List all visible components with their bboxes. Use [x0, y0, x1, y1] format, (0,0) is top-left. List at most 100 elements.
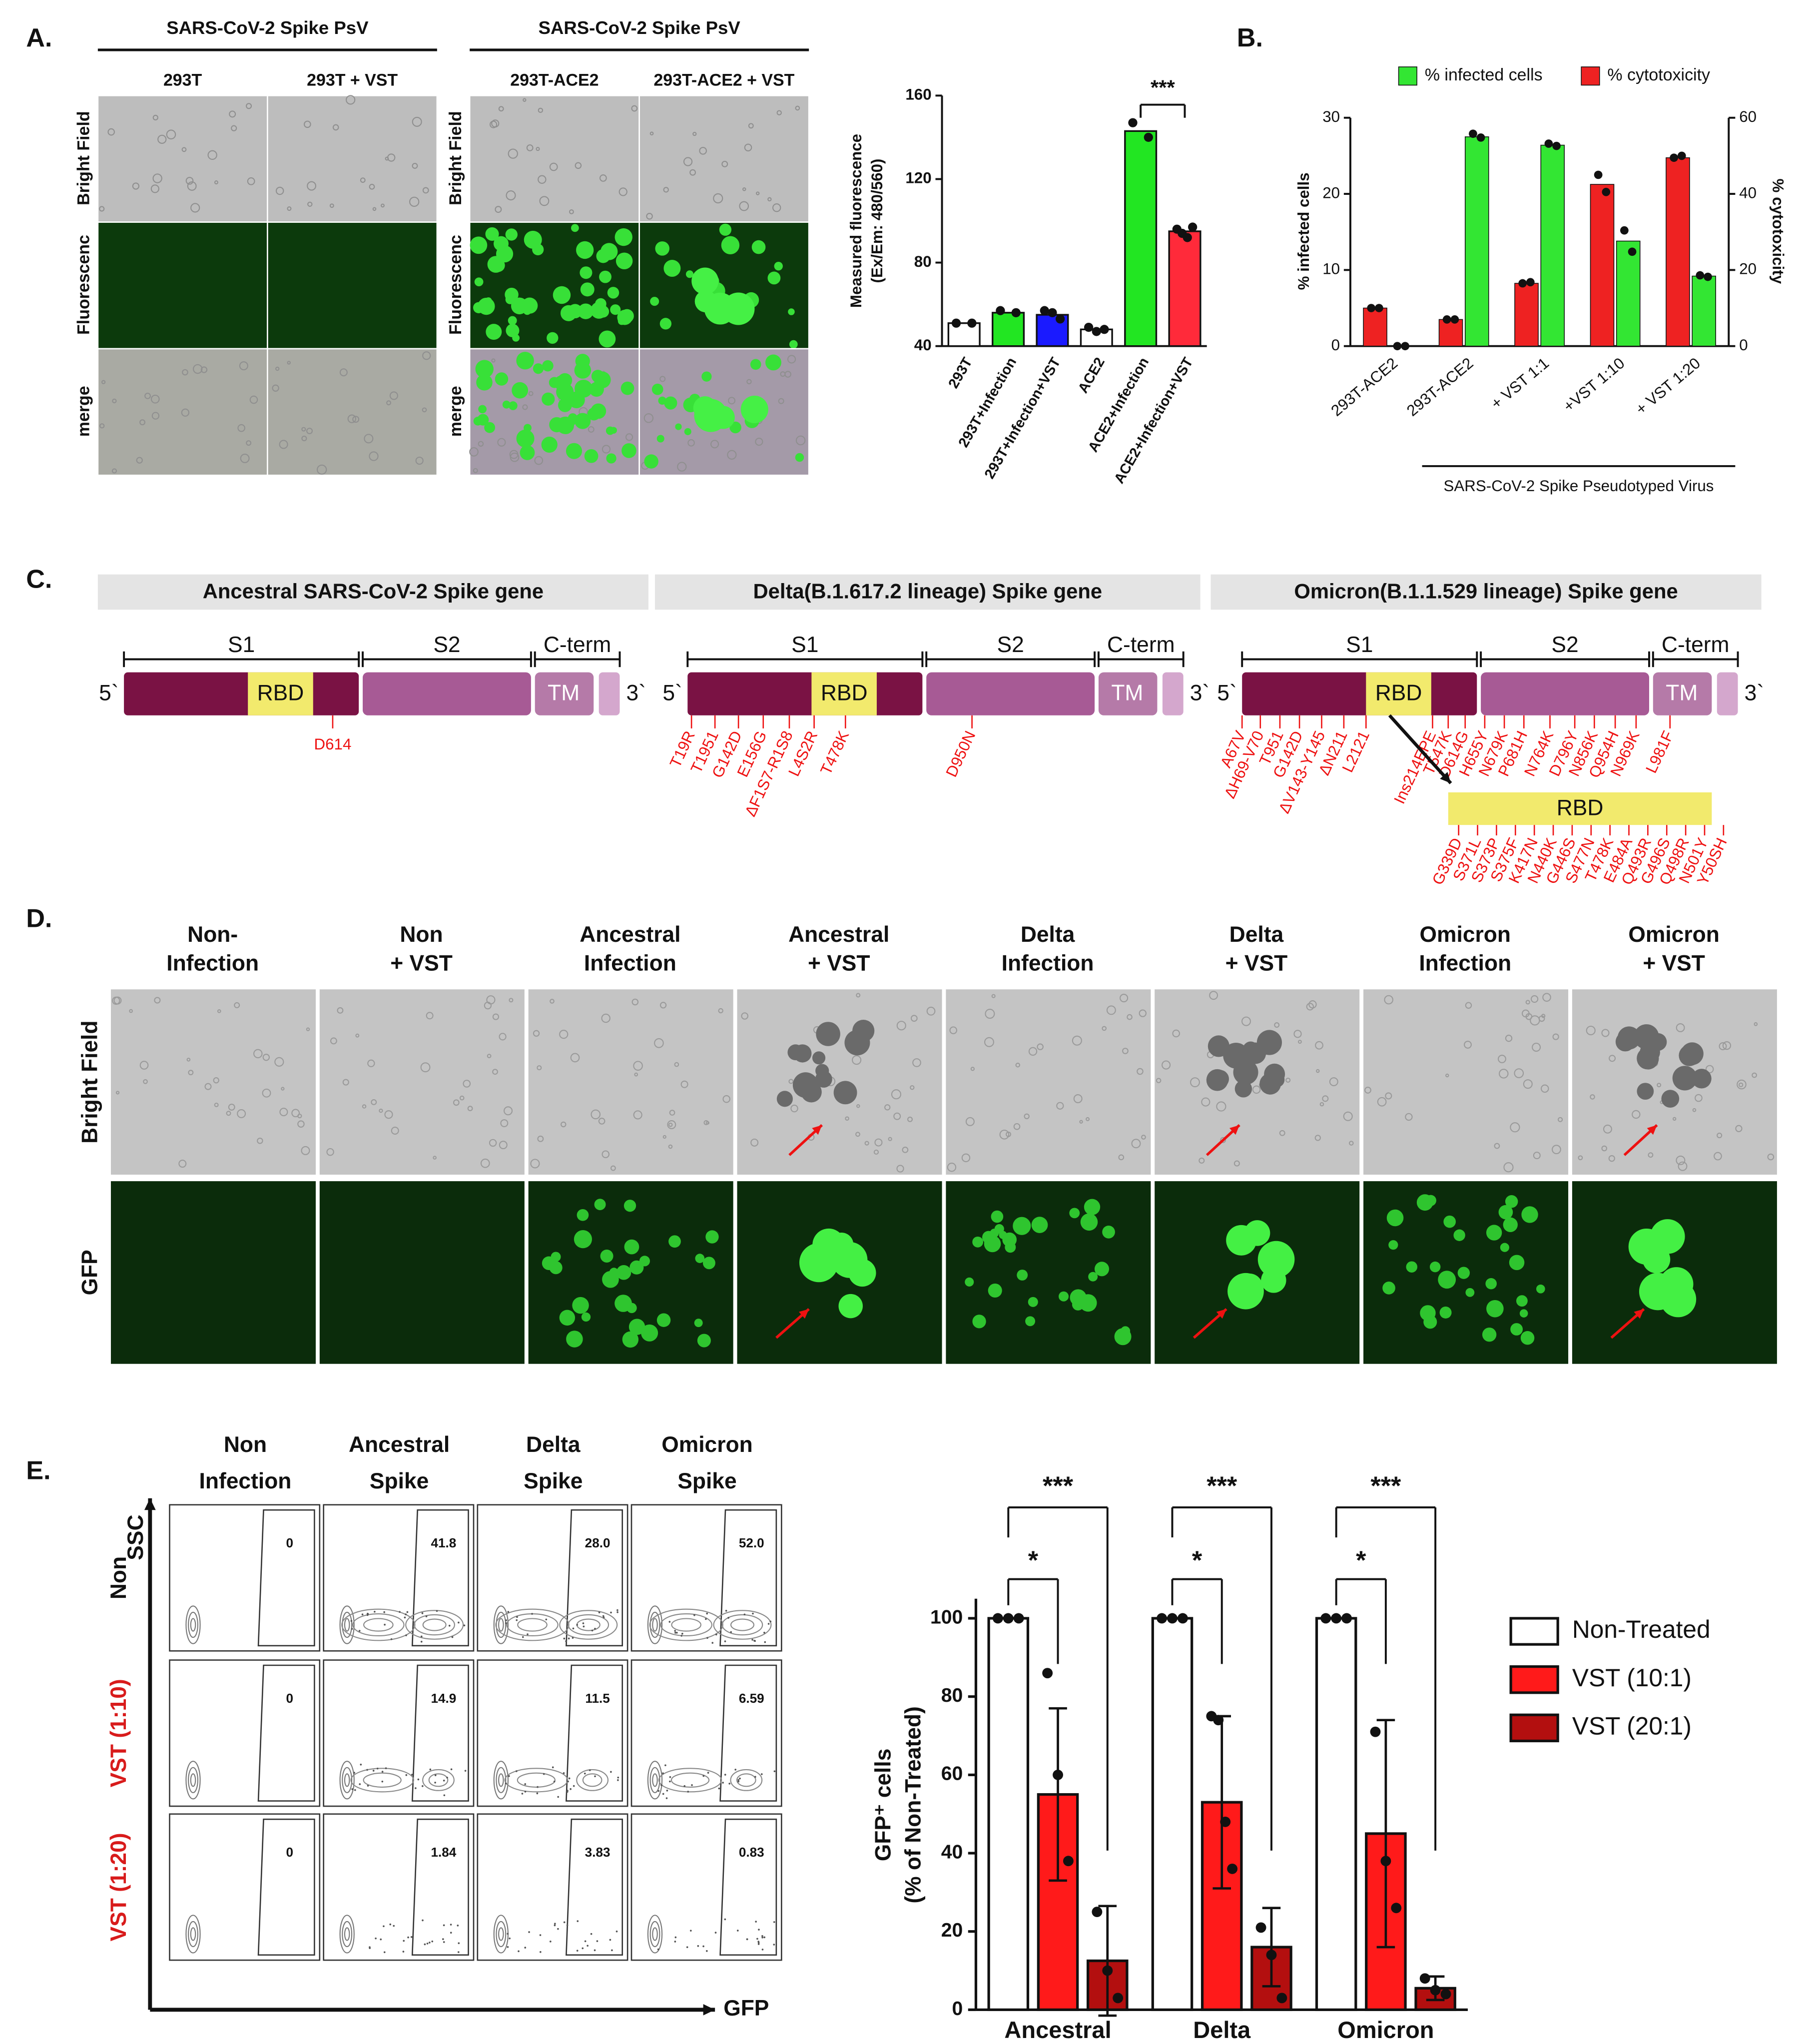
texture: [561, 1121, 567, 1128]
cell: [1439, 1307, 1452, 1319]
column-label: Spike: [677, 1469, 736, 1493]
cell: [610, 304, 621, 315]
texture: [304, 120, 311, 128]
texture: [301, 427, 306, 432]
texture: [1343, 1111, 1353, 1121]
segment-label: S2: [433, 633, 460, 657]
texture: [1293, 1030, 1302, 1038]
texture: [389, 391, 398, 400]
cell: [485, 227, 499, 241]
panel-label: C.: [26, 565, 52, 594]
cell: [494, 236, 509, 251]
texture: [185, 177, 194, 185]
texture: [1120, 993, 1129, 1003]
cell: [1503, 1217, 1518, 1232]
event: [446, 1776, 448, 1779]
texture: [1252, 1085, 1261, 1094]
x-tick-label: 293T+Infection+VST: [982, 355, 1064, 482]
texture: [510, 452, 520, 462]
texture: [111, 468, 117, 474]
cell: [1120, 1326, 1131, 1336]
texture: [326, 1148, 334, 1156]
event: [727, 1617, 729, 1619]
end-label: 5`: [1217, 681, 1236, 705]
texture: [412, 116, 422, 127]
event: [683, 1785, 686, 1787]
texture: [1220, 1137, 1226, 1143]
bar: [1151, 1617, 1194, 2012]
cell: [972, 1315, 986, 1329]
data-point: [1102, 1965, 1113, 1976]
texture: [750, 1138, 759, 1147]
event: [527, 1633, 529, 1635]
contour: [339, 1605, 355, 1644]
micrograph: [946, 989, 1151, 1175]
event: [350, 1620, 353, 1622]
texture: [1672, 1117, 1677, 1121]
y-tick-label: 80: [914, 253, 932, 270]
texture: [526, 144, 534, 151]
texture: [204, 1083, 212, 1090]
flow-gate: [411, 1509, 469, 1647]
texture: [1190, 1077, 1200, 1088]
header-box: [97, 574, 648, 610]
contour: [188, 1921, 198, 1948]
x-axis-label: SARS-CoV-2 Spike Pseudotyped Virus: [1443, 477, 1714, 495]
texture: [891, 1089, 902, 1100]
event: [450, 1768, 453, 1771]
texture: [1676, 1155, 1686, 1165]
data-point: [1227, 1863, 1238, 1874]
event: [702, 1775, 705, 1777]
y-tick-label: 0: [1331, 336, 1340, 354]
texture: [631, 998, 639, 1006]
domain-label: TM: [1666, 681, 1698, 705]
texture: [316, 464, 327, 475]
cell: [1244, 1220, 1270, 1246]
texture: [625, 433, 633, 441]
contour: [493, 1605, 509, 1644]
contour: [652, 1927, 658, 1941]
data-point: [1048, 308, 1057, 318]
micrograph: [528, 989, 733, 1175]
event: [450, 1924, 452, 1926]
contour: [190, 1773, 196, 1787]
texture: [788, 1079, 794, 1084]
event: [539, 1934, 542, 1936]
cell: [1261, 1268, 1286, 1293]
event: [773, 1770, 776, 1773]
texture: [346, 95, 356, 105]
event: [516, 1616, 518, 1618]
cell: [767, 271, 781, 285]
data-point: [1375, 304, 1383, 312]
texture: [1199, 1157, 1205, 1164]
event: [434, 1781, 436, 1784]
texture: [845, 1116, 849, 1121]
domain-tail: [1717, 672, 1738, 715]
event: [616, 1609, 618, 1611]
event: [450, 1932, 452, 1934]
event: [757, 1943, 760, 1945]
texture: [1499, 1069, 1509, 1079]
cell: [580, 282, 595, 297]
texture: [237, 1109, 246, 1118]
cell: [965, 1277, 974, 1287]
column-label: Infection: [1002, 951, 1094, 975]
data-point: [1602, 187, 1611, 196]
event: [577, 1920, 579, 1922]
cell: [1416, 1194, 1433, 1211]
texture: [1464, 1040, 1472, 1049]
panel-label: A.: [26, 23, 52, 52]
micrograph: [97, 221, 268, 350]
event: [407, 1936, 409, 1939]
texture: [1609, 1055, 1616, 1062]
row-label: VST (1:20): [106, 1833, 131, 1941]
flow-plot: [477, 1659, 628, 1807]
cell: [577, 1209, 589, 1221]
event: [691, 1784, 693, 1786]
texture: [874, 1138, 883, 1147]
cell: [1516, 1295, 1528, 1307]
cell: [1207, 1035, 1229, 1057]
cell: [1059, 1291, 1069, 1302]
event: [769, 1620, 772, 1623]
x-tick-label: + VST 1:1: [1488, 354, 1552, 413]
